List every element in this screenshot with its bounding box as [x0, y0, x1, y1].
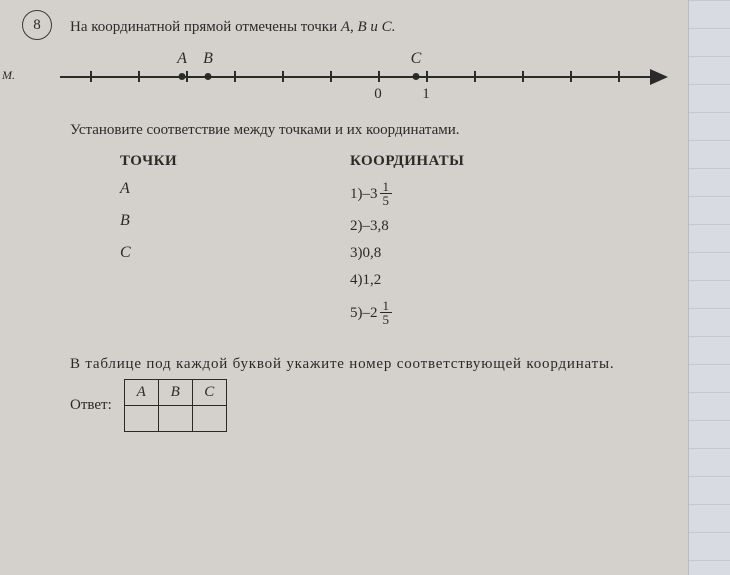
tick	[618, 71, 620, 82]
tick	[138, 71, 140, 82]
points-column: ТОЧКИ ABC	[70, 153, 350, 338]
tick	[90, 71, 92, 82]
coords-column: КООРДИНАТЫ 1) –3152) –3,83) 0,84) 1,25) …	[350, 153, 710, 338]
tick	[234, 71, 236, 82]
answer-row: Ответ: ABC	[70, 379, 710, 432]
coord-item: 1) –315	[350, 180, 710, 208]
point-dot-c	[413, 73, 420, 80]
tick	[186, 71, 188, 82]
answer-input-cell[interactable]	[124, 405, 158, 431]
statement-points: A, B и C.	[341, 19, 396, 35]
problem-number-badge: 8	[22, 10, 52, 40]
coord-prefix: –2	[363, 305, 378, 322]
axis-arrow	[650, 69, 668, 85]
fraction-denominator: 5	[380, 313, 393, 327]
answer-label: Ответ:	[70, 397, 112, 414]
point-item: C	[120, 244, 350, 262]
coord-item: 2) –3,8	[350, 218, 710, 235]
number-line: 0 1 AB C	[60, 48, 680, 108]
answer-header-cell: B	[158, 379, 192, 405]
coord-value: –3,8	[363, 218, 389, 235]
tick	[426, 71, 428, 82]
tick	[570, 71, 572, 82]
columns: ТОЧКИ ABC КООРДИНАТЫ 1) –3152) –3,83) 0,…	[70, 153, 710, 338]
answer-table-header-row: ABC	[124, 379, 226, 405]
point-item: A	[120, 180, 350, 198]
coord-prefix: –3	[363, 186, 378, 203]
coord-value: 1,2	[363, 272, 382, 289]
fraction-denominator: 5	[380, 194, 393, 208]
answer-input-cell[interactable]	[192, 405, 226, 431]
fraction: 15	[380, 180, 393, 208]
axis-line	[60, 76, 655, 78]
point-label-a: A	[177, 50, 187, 68]
fraction: 15	[380, 299, 393, 327]
point-label-c: C	[411, 50, 422, 68]
notebook-grid-aside	[688, 0, 730, 575]
tick	[474, 71, 476, 82]
points-header: ТОЧКИ	[120, 153, 350, 170]
tick	[330, 71, 332, 82]
point-label-b: B	[203, 50, 213, 68]
coord-number: 4)	[350, 272, 363, 289]
point-dot-b	[205, 73, 212, 80]
coord-item: 5) –215	[350, 299, 710, 327]
coords-list: 1) –3152) –3,83) 0,84) 1,25) –215	[350, 180, 710, 328]
points-list: ABC	[120, 180, 350, 262]
margin-label: М.	[2, 68, 15, 83]
tick	[378, 71, 380, 82]
axis-label-zero: 0	[374, 86, 382, 103]
coord-item: 3) 0,8	[350, 245, 710, 262]
tick	[522, 71, 524, 82]
point-dot-a	[179, 73, 186, 80]
problem-number: 8	[33, 17, 41, 34]
answer-header-cell: C	[192, 379, 226, 405]
problem-statement: На координатной прямой отмечены точки A,…	[70, 19, 710, 36]
fraction-numerator: 1	[380, 299, 393, 313]
answer-table: ABC	[124, 379, 227, 432]
axis-label-one: 1	[422, 86, 430, 103]
statement-prefix: На координатной прямой отмечены точки	[70, 19, 341, 35]
matching-instruction: Установите соответствие между точками и …	[70, 122, 710, 139]
answer-table-input-row	[124, 405, 226, 431]
coord-value: 0,8	[363, 245, 382, 262]
tick	[282, 71, 284, 82]
point-item: B	[120, 212, 350, 230]
fraction-numerator: 1	[380, 180, 393, 194]
coord-number: 5)	[350, 305, 363, 322]
final-instruction: В таблице под каждой буквой укажите номе…	[70, 356, 710, 373]
coord-item: 4) 1,2	[350, 272, 710, 289]
coord-number: 2)	[350, 218, 363, 235]
problem-content: На координатной прямой отмечены точки A,…	[70, 15, 710, 432]
answer-header-cell: A	[124, 379, 158, 405]
coord-number: 1)	[350, 186, 363, 203]
answer-input-cell[interactable]	[158, 405, 192, 431]
coord-number: 3)	[350, 245, 363, 262]
coords-header: КООРДИНАТЫ	[350, 153, 710, 170]
